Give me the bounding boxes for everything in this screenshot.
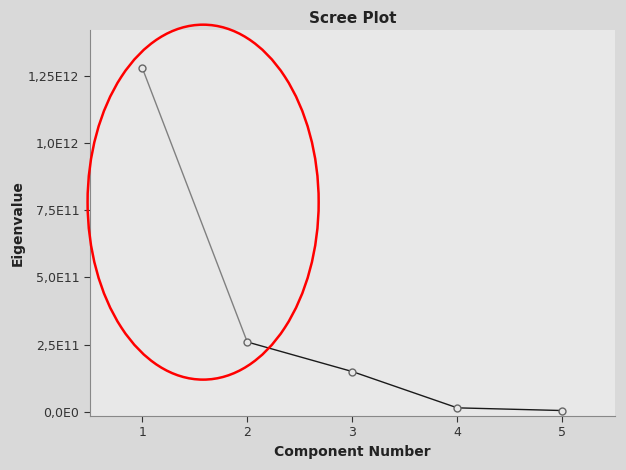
Y-axis label: Eigenvalue: Eigenvalue [11,180,25,266]
X-axis label: Component Number: Component Number [274,445,431,459]
Title: Scree Plot: Scree Plot [309,11,396,26]
